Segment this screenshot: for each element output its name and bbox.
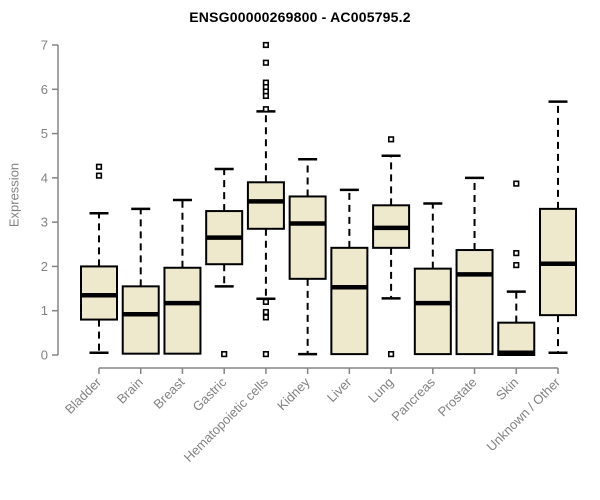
iqr-box: [455, 249, 494, 356]
iqr-box: [497, 321, 536, 356]
x-category-label: Lung: [365, 375, 396, 406]
outlier-point: [513, 261, 520, 269]
iqr-box: [330, 246, 369, 356]
outlier-point: [262, 308, 270, 316]
outlier-point: [95, 172, 103, 179]
outlier-point: [387, 136, 395, 143]
outlier-point: [262, 314, 270, 321]
outlier-point: [221, 351, 228, 358]
iqr-box: [121, 285, 160, 355]
y-tick-label: 1: [41, 303, 48, 318]
y-tick-label: 7: [41, 38, 48, 53]
outlier-point: [262, 92, 270, 100]
outlier-point: [513, 180, 520, 187]
x-category-label: Pancreas: [388, 374, 438, 424]
y-tick-label: 6: [41, 82, 48, 97]
y-tick-label: 0: [41, 348, 48, 363]
x-category-label: Liver: [324, 374, 355, 405]
x-category-label: Bladder: [62, 374, 105, 417]
x-category-label: Prostate: [435, 375, 480, 420]
x-category-label: Kidney: [274, 374, 313, 413]
x-category-label: Skin: [493, 375, 521, 403]
x-category-label: Unknown / Other: [484, 374, 564, 454]
outlier-point: [262, 59, 270, 66]
x-category-label: Brain: [114, 375, 146, 407]
y-tick-label: 2: [41, 259, 48, 274]
iqr-box: [413, 267, 452, 356]
outlier-point: [262, 298, 270, 305]
chart-title: ENSG00000269800 - AC005795.2: [189, 9, 411, 25]
y-tick-label: 4: [41, 170, 48, 185]
y-tick-label: 3: [41, 215, 48, 230]
outlier-point: [262, 351, 270, 358]
outlier-point: [387, 351, 395, 358]
y-tick-label: 5: [41, 126, 48, 141]
outlier-point: [513, 250, 520, 257]
x-category-label: Gastric: [190, 374, 230, 414]
iqr-box: [288, 195, 327, 280]
x-category-label: Breast: [150, 374, 187, 411]
outlier-point: [95, 163, 103, 170]
iqr-box: [163, 266, 202, 355]
outlier-point: [262, 41, 270, 49]
iqr-box: [246, 181, 285, 230]
outlier-point: [262, 106, 270, 113]
